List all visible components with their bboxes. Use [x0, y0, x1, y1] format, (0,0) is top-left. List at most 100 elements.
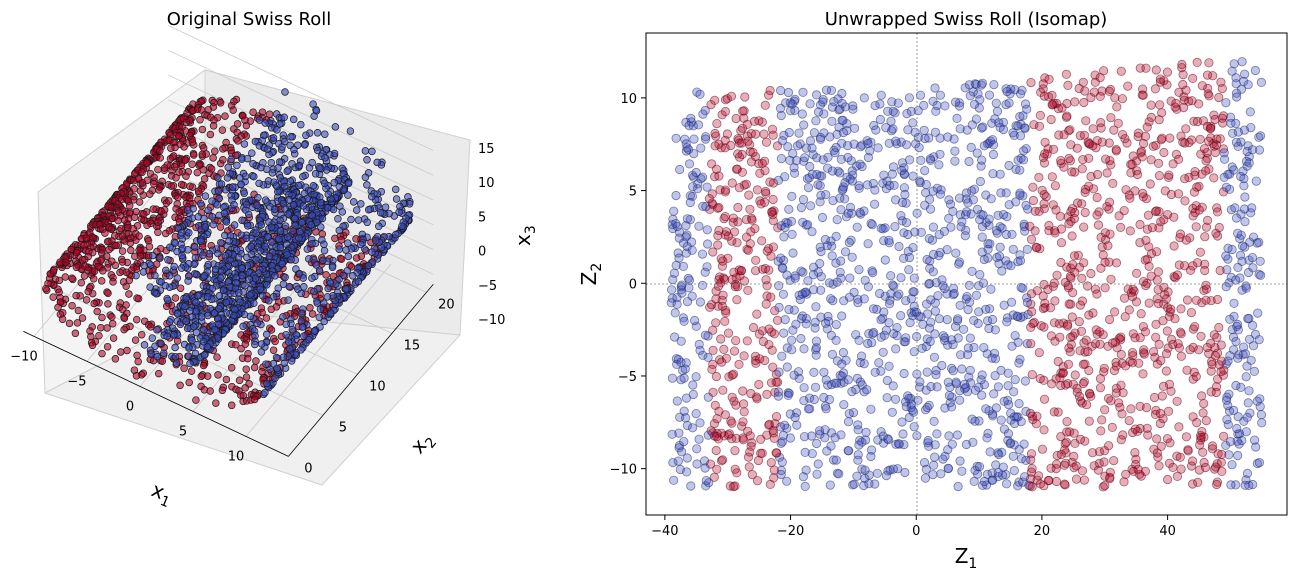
roll-point	[235, 376, 244, 385]
scatter-point	[1249, 366, 1260, 376]
roll-point	[309, 182, 318, 190]
scatter-point	[928, 186, 938, 196]
roll-point	[176, 381, 184, 390]
scatter-point	[924, 234, 934, 244]
scatter-point	[838, 127, 849, 138]
scatter-point	[711, 445, 721, 456]
scatter-point	[761, 137, 772, 147]
scatter-point	[1255, 256, 1265, 266]
scatter-point	[1077, 164, 1087, 174]
roll-point	[216, 223, 225, 231]
roll-point	[170, 163, 179, 171]
y-tick-label: 0	[629, 277, 637, 292]
scatter-point	[1123, 284, 1133, 294]
scatter-point	[737, 167, 748, 177]
roll-point	[302, 131, 310, 139]
scatter-point	[792, 141, 803, 151]
scatter-point	[713, 231, 723, 241]
scatter-point	[1233, 353, 1243, 363]
scatter-point	[1182, 365, 1192, 375]
scatter-point	[870, 367, 880, 377]
scatter-point	[1215, 265, 1225, 276]
roll-point	[287, 133, 295, 141]
scatter-point	[1231, 79, 1241, 89]
scatter-point	[1069, 451, 1079, 461]
scatter-point	[975, 176, 986, 187]
scatter-point	[730, 445, 740, 456]
scatter-point	[1128, 351, 1138, 361]
scatter-point	[875, 114, 886, 125]
roll-point	[143, 221, 151, 229]
scatter-point	[991, 403, 1002, 413]
x3-tick-label: −5	[478, 279, 497, 294]
roll-point	[280, 182, 289, 191]
scatter-point	[783, 390, 793, 400]
roll-point	[164, 296, 172, 305]
scatter-point	[776, 253, 786, 263]
roll-point	[198, 125, 207, 134]
scatter-point	[670, 308, 680, 318]
scatter-point	[819, 367, 829, 377]
roll-point	[146, 190, 154, 198]
roll-point	[249, 108, 257, 116]
scatter-point	[1037, 444, 1048, 454]
roll-point	[125, 202, 134, 210]
scatter-point	[689, 149, 699, 159]
scatter-point	[1039, 394, 1050, 404]
scatter-point	[1001, 84, 1011, 94]
scatter-point	[987, 353, 997, 363]
roll-point	[283, 167, 291, 175]
scatter-point	[774, 367, 784, 377]
scatter-point	[1221, 251, 1231, 261]
roll-point	[294, 181, 303, 190]
roll-point	[147, 350, 155, 358]
scatter-point	[803, 183, 814, 193]
roll-point	[313, 129, 322, 137]
x3-tick-label: 15	[478, 142, 495, 157]
roll-point	[308, 274, 316, 282]
scatter-point	[819, 128, 829, 138]
roll-point	[375, 222, 383, 231]
scatter-point	[1188, 342, 1198, 352]
scatter-point	[854, 264, 864, 275]
scatter-point	[872, 468, 883, 478]
roll-point	[218, 126, 227, 134]
scatter-point	[1114, 398, 1124, 408]
roll-point	[126, 239, 135, 247]
scatter-point	[680, 413, 691, 423]
scatter-point	[939, 226, 950, 236]
scatter-point	[849, 479, 859, 489]
scatter-point	[1137, 152, 1147, 162]
scatter-point	[929, 352, 940, 362]
roll-point	[80, 272, 89, 280]
roll-point	[167, 182, 176, 190]
scatter-point	[1110, 307, 1120, 317]
roll-point	[257, 340, 266, 348]
scatter-point	[774, 281, 784, 291]
roll-point	[154, 218, 162, 227]
scatter-point	[975, 269, 985, 280]
scatter-point	[1147, 223, 1158, 233]
scatter-point	[843, 152, 853, 163]
roll-point	[216, 274, 225, 282]
scatter-point	[855, 159, 865, 169]
x3-tick-label: 0	[478, 245, 486, 260]
roll-point	[267, 158, 276, 167]
scatter-point	[1066, 216, 1076, 226]
scatter-point	[720, 316, 730, 326]
scatter-point	[979, 342, 989, 353]
scatter-point	[884, 361, 894, 371]
scatter-point	[1202, 121, 1213, 132]
scatter-point	[677, 280, 687, 290]
scatter-point	[783, 87, 794, 98]
scatter-point	[834, 469, 844, 479]
scatter-point	[762, 389, 772, 399]
scatter-point	[753, 455, 764, 466]
scatter-point	[908, 287, 918, 297]
scatter-point	[754, 329, 765, 339]
roll-point	[212, 399, 220, 407]
scatter-point	[803, 404, 814, 414]
scatter-point	[1214, 222, 1224, 233]
roll-point	[166, 154, 175, 163]
roll-point	[282, 330, 290, 339]
